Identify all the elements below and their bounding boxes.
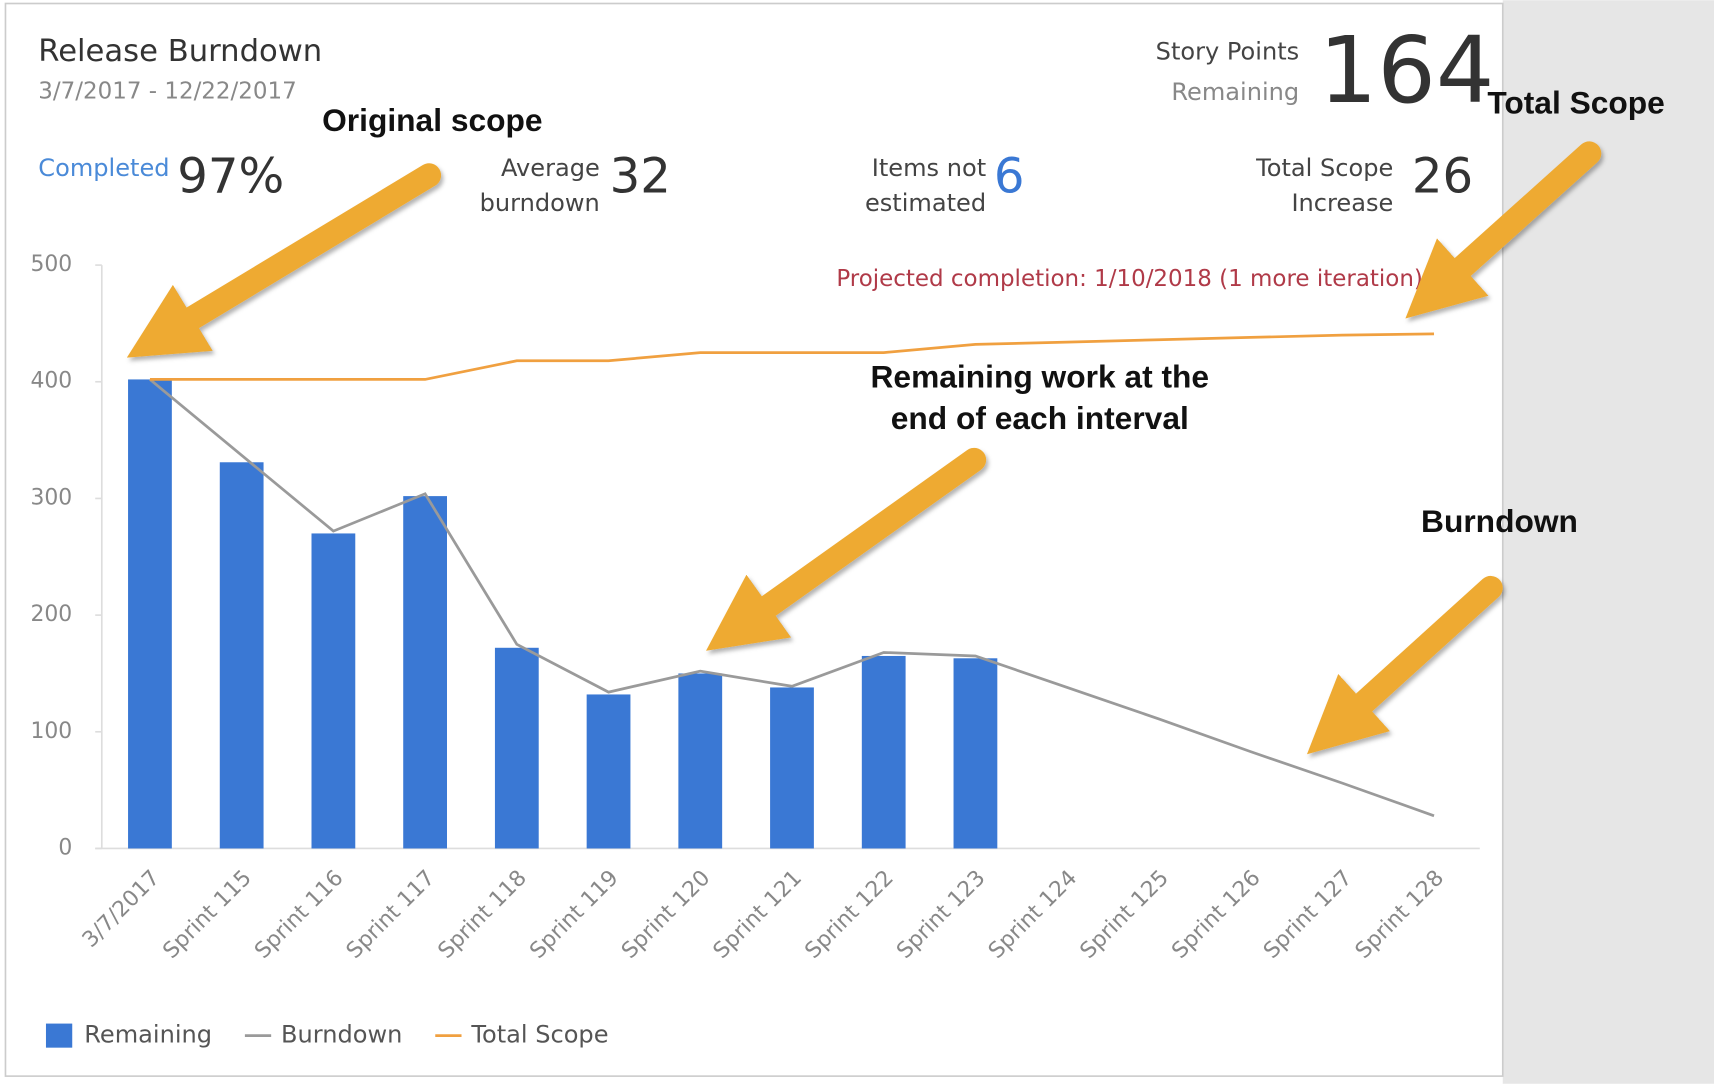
not-estimated-label: Items not [872, 154, 986, 182]
annotation: Burndown [1421, 503, 1578, 539]
annotation: Original scope [322, 102, 542, 138]
story-points-label: Story Points [1156, 38, 1300, 66]
scope-increase-label: Total Scope [1255, 154, 1393, 182]
bar [311, 533, 356, 849]
remaining-value: 164 [1319, 17, 1494, 124]
annotation: Total Scope [1487, 85, 1665, 121]
arrow [706, 447, 987, 651]
y-tick-label: 100 [30, 719, 72, 744]
legend-label: Remaining [84, 1021, 212, 1049]
legend-swatch [45, 1023, 73, 1048]
y-tick-label: 400 [30, 369, 72, 394]
bar [586, 694, 631, 849]
legend-label: Total Scope [470, 1021, 608, 1049]
bar [861, 655, 906, 849]
completed-value: 97% [177, 149, 284, 205]
scope-increase-value: 26 [1412, 149, 1473, 205]
bar [494, 647, 539, 849]
average-value: 32 [610, 149, 671, 205]
scope-increase-label: Increase [1291, 189, 1393, 217]
average-label: Average [501, 154, 600, 182]
bar [770, 687, 814, 849]
title: Release Burndown [38, 34, 322, 69]
y-tick-label: 0 [58, 835, 72, 860]
date-range: 3/7/2017 - 12/22/2017 [38, 79, 296, 105]
arrows [126, 141, 1602, 755]
projection: Projected completion: 1/10/2018 (1 more … [836, 266, 1423, 292]
arrow [1306, 575, 1503, 755]
legend-label: Burndown [281, 1021, 402, 1049]
y-tick-label: 300 [30, 485, 72, 510]
annotation: end of each interval [891, 400, 1189, 436]
y-tick-label: 200 [30, 602, 72, 627]
not-estimated-value: 6 [994, 149, 1025, 205]
average-label: burndown [480, 189, 600, 217]
card-border [4, 2, 1504, 1077]
annotation: Remaining work at the [871, 358, 1210, 394]
bar [403, 496, 447, 849]
bar [953, 658, 998, 849]
line-series [149, 378, 1435, 818]
bar [128, 379, 172, 849]
arrow [1405, 141, 1602, 319]
completed-label: Completed [38, 154, 169, 182]
not-estimated-label: estimated [865, 189, 986, 217]
y-tick-label: 500 [30, 252, 72, 277]
remaining-label: Remaining [1171, 78, 1299, 106]
bar [219, 462, 264, 849]
bar [678, 673, 723, 849]
side-panel [1502, 0, 1714, 1084]
line-series [149, 332, 1435, 381]
arrow [126, 163, 442, 358]
